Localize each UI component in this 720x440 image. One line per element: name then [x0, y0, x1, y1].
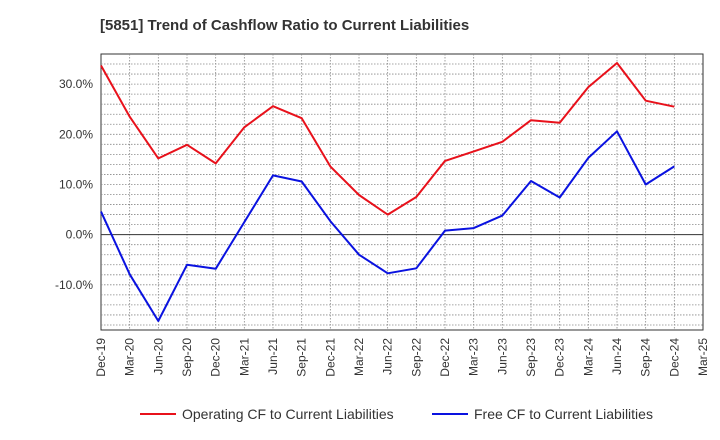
x-tick-label: Mar-25	[696, 338, 710, 376]
x-tick-label: Mar-24	[581, 338, 595, 376]
x-tick-label: Dec-20	[209, 338, 223, 377]
x-tick-label: Mar-20	[123, 338, 137, 376]
legend-label: Free CF to Current Liabilities	[474, 406, 653, 422]
y-tick-label: 20.0%	[59, 127, 93, 141]
y-tick-label: 10.0%	[59, 177, 93, 191]
x-tick-label: Jun-23	[495, 338, 509, 375]
x-tick-label: Sep-21	[295, 338, 309, 377]
y-tick-label: -10.0%	[55, 278, 93, 292]
y-tick-label: 30.0%	[59, 77, 93, 91]
plot-area	[100, 53, 704, 331]
series-lines	[100, 62, 675, 322]
x-tick-label: Sep-23	[524, 338, 538, 377]
x-tick-label: Dec-24	[667, 338, 681, 377]
x-tick-label: Jun-21	[266, 338, 280, 375]
series-line-operating-cf	[100, 62, 675, 216]
x-tick-label: Jun-20	[151, 338, 165, 375]
y-axis-ticks: -10.0% 0.0% 10.0% 20.0% 30.0%	[55, 77, 93, 292]
y-tick-label: 0.0%	[66, 228, 94, 242]
chart-title: [5851] Trend of Cashflow Ratio to Curren…	[100, 17, 469, 34]
horizontal-gridlines	[101, 63, 703, 326]
x-tick-label: Dec-22	[438, 338, 452, 377]
x-tick-label: Sep-22	[409, 338, 423, 377]
x-tick-label: Dec-21	[323, 338, 337, 377]
vertical-gridlines	[129, 54, 675, 330]
x-tick-label: Sep-20	[180, 338, 194, 377]
x-axis-ticks: Dec-19 Mar-20 Jun-20 Sep-20 Dec-20 Mar-21 Jun-…	[94, 338, 710, 377]
x-tick-label: Dec-23	[553, 338, 567, 377]
series-line-free-cf	[100, 130, 675, 322]
x-tick-label: Mar-23	[467, 338, 481, 376]
x-tick-label: Sep-24	[639, 338, 653, 377]
x-tick-label: Mar-21	[237, 338, 251, 376]
x-tick-label: Mar-22	[352, 338, 366, 376]
x-tick-label: Jun-22	[381, 338, 395, 375]
legend: Operating CF to Current Liabilities Free …	[140, 406, 653, 422]
x-tick-label: Jun-24	[610, 338, 624, 375]
legend-label: Operating CF to Current Liabilities	[182, 406, 394, 422]
x-tick-label: Dec-19	[94, 338, 108, 377]
